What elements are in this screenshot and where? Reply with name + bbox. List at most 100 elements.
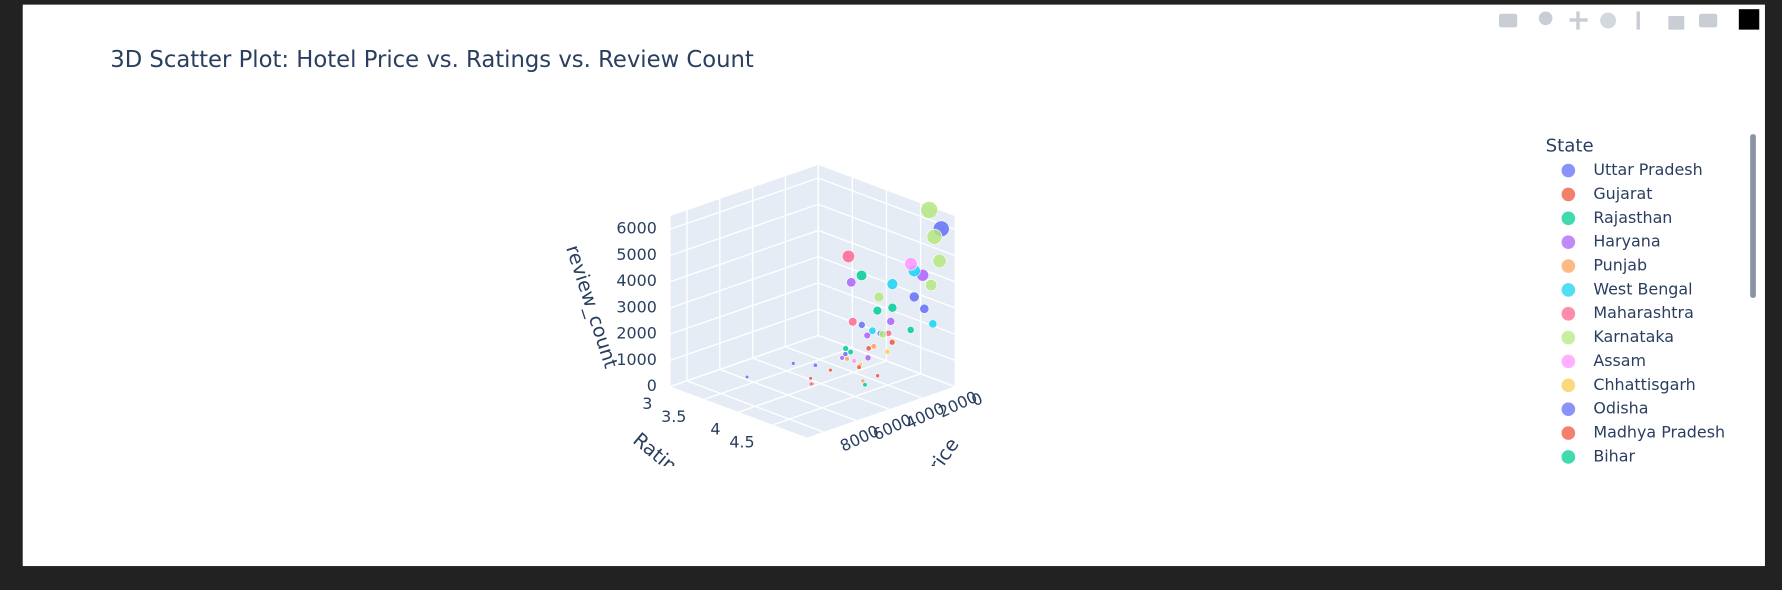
point xyxy=(842,345,849,352)
legend-label[interactable]: Bihar xyxy=(1593,446,1635,465)
turntable-icon[interactable] xyxy=(1636,11,1640,30)
legend-marker[interactable] xyxy=(1561,306,1576,321)
legend-label[interactable]: Karnataka xyxy=(1593,327,1674,346)
legend-marker[interactable] xyxy=(1561,211,1576,226)
tick-label: 3000 xyxy=(616,297,656,316)
camera-icon[interactable] xyxy=(1499,13,1518,28)
plotly-logo[interactable] xyxy=(1738,9,1760,30)
point xyxy=(906,326,915,334)
point xyxy=(865,345,872,352)
point xyxy=(888,338,896,346)
point xyxy=(872,305,883,316)
grid-line xyxy=(818,203,955,256)
legend-label[interactable]: Chhattisgarh xyxy=(1593,375,1695,394)
grid-line xyxy=(670,334,819,388)
point xyxy=(828,367,833,373)
legend-label[interactable]: Assam xyxy=(1593,351,1646,370)
grid-line xyxy=(818,177,955,230)
point xyxy=(863,331,871,340)
point xyxy=(884,348,891,355)
point xyxy=(858,321,866,329)
home-icon[interactable] xyxy=(1668,15,1685,30)
legend-marker[interactable] xyxy=(1561,354,1576,369)
tick-label: 1000 xyxy=(616,350,656,369)
point xyxy=(875,373,880,379)
point xyxy=(841,249,855,263)
chart-title: 3D Scatter Plot: Hotel Price vs. Ratings… xyxy=(110,47,754,73)
point xyxy=(839,355,845,361)
legend-marker[interactable] xyxy=(1561,450,1576,464)
legend-marker[interactable] xyxy=(1561,283,1576,297)
legend-label[interactable]: Punjab xyxy=(1593,256,1647,275)
legend-label[interactable]: Rajasthan xyxy=(1593,208,1672,227)
grid-line xyxy=(704,347,853,400)
legend: Uttar Pradesh Gujarat Rajasthan Haryana Punj… xyxy=(1561,160,1725,465)
grid-line xyxy=(818,334,955,388)
legend-marker[interactable] xyxy=(1561,235,1576,249)
legend-marker[interactable] xyxy=(1561,402,1576,417)
point xyxy=(908,291,920,303)
tick-label: 4.5 xyxy=(729,433,754,452)
grid-line xyxy=(670,203,819,256)
legend-marker[interactable] xyxy=(1561,330,1576,345)
legend-label[interactable]: Odisha xyxy=(1593,399,1648,418)
point xyxy=(860,378,866,384)
left-wall-pane xyxy=(670,164,819,387)
point xyxy=(791,361,796,366)
point xyxy=(919,303,930,314)
point xyxy=(862,382,868,388)
tick-label: 5000 xyxy=(616,245,656,264)
point xyxy=(856,269,868,281)
legend-label[interactable]: Maharashtra xyxy=(1593,303,1693,322)
grid-line xyxy=(818,256,955,309)
legend-title: State xyxy=(1546,136,1594,157)
tick-label: 3 xyxy=(642,394,652,413)
point xyxy=(847,348,854,356)
point xyxy=(904,257,918,271)
point xyxy=(920,201,939,219)
point xyxy=(928,319,938,329)
legend-label[interactable]: Haryana xyxy=(1593,232,1660,251)
legend-marker[interactable] xyxy=(1561,426,1576,440)
point xyxy=(808,381,814,387)
point xyxy=(851,358,857,364)
point xyxy=(886,278,899,290)
camera-view-icon[interactable] xyxy=(1699,13,1718,28)
point xyxy=(856,364,862,370)
point xyxy=(846,277,857,288)
legend-label[interactable]: Gujarat xyxy=(1593,184,1652,203)
zoom-icon[interactable] xyxy=(1538,11,1553,26)
pan-icon-v xyxy=(1576,11,1580,30)
point xyxy=(878,330,887,339)
point xyxy=(925,279,938,292)
point xyxy=(886,317,896,326)
point xyxy=(873,291,885,303)
grid-line xyxy=(772,373,921,426)
legend-marker[interactable] xyxy=(1561,378,1576,393)
legend-scrollbar[interactable] xyxy=(1750,134,1756,298)
legend-label[interactable]: Uttar Pradesh xyxy=(1593,160,1702,179)
tick-label: 0 xyxy=(647,376,657,395)
tick-label: 2000 xyxy=(616,324,656,343)
legend-label[interactable]: Madhya Pradesh xyxy=(1593,423,1725,442)
grid-line xyxy=(670,282,819,335)
legend-marker[interactable] xyxy=(1561,187,1576,202)
orbit-icon[interactable] xyxy=(1600,12,1617,29)
point xyxy=(932,253,947,268)
point xyxy=(844,356,850,362)
grid-line xyxy=(670,177,819,230)
point xyxy=(864,354,872,362)
grid-line xyxy=(670,256,819,309)
grid-line xyxy=(818,229,955,283)
point xyxy=(812,362,818,368)
legend-marker[interactable] xyxy=(1561,163,1576,178)
legend-label[interactable]: West Bengal xyxy=(1593,279,1692,298)
tick-label: 4000 xyxy=(616,271,656,290)
tick-label: 6000 xyxy=(616,219,656,238)
legend-marker[interactable] xyxy=(1561,259,1576,273)
point xyxy=(808,376,813,381)
point xyxy=(848,317,858,327)
grid-line xyxy=(670,308,819,361)
